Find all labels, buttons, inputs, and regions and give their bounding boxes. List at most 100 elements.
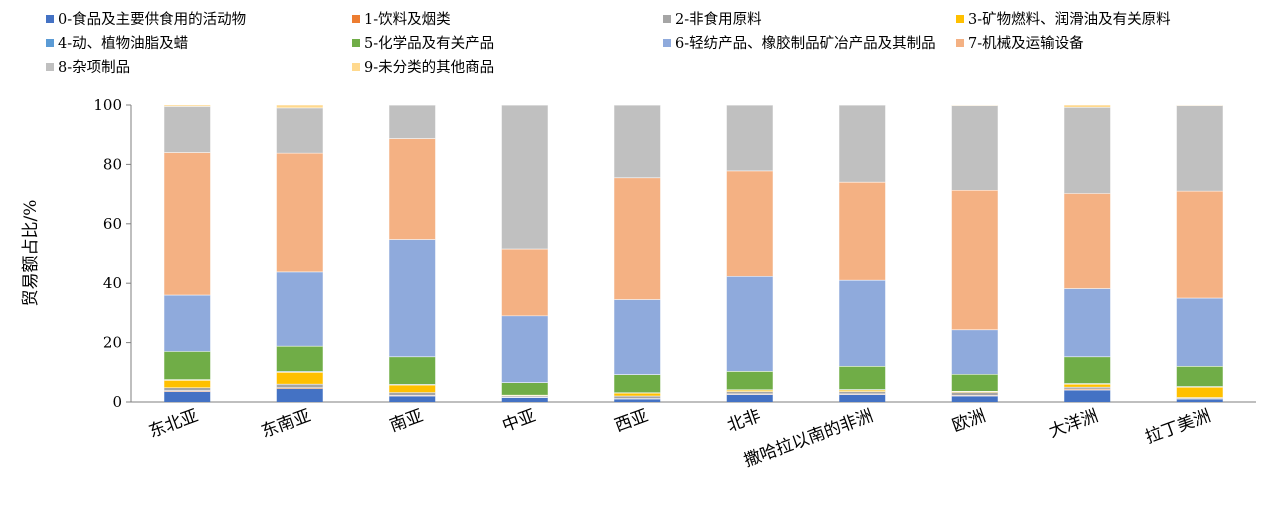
x-tick-label: 拉丁美洲: [1143, 406, 1214, 448]
legend-label: 0-食品及主要供食用的活动物: [58, 12, 247, 28]
bar-segment: [164, 390, 211, 392]
bar-segment: [726, 105, 773, 171]
bar-segment: [389, 396, 436, 402]
bar-segment: [1064, 107, 1111, 194]
bar-segment: [276, 271, 323, 347]
bar-segment: [276, 387, 323, 389]
bar-segment: [501, 397, 548, 402]
bar-segment: [951, 392, 998, 396]
bar-segment: [501, 382, 548, 396]
legend-swatch: [663, 14, 671, 23]
y-tick-label: 0: [112, 393, 122, 411]
legend-item: 6-轻纺产品、橡胶制品矿冶产品及其制品: [663, 32, 936, 53]
legend-item: 7-机械及运输设备: [956, 32, 1084, 53]
bar-segment: [389, 356, 436, 385]
x-tick-label: 撒哈拉以南的非洲: [741, 406, 876, 471]
legend-item: 0-食品及主要供食用的活动物: [46, 8, 246, 29]
bar-segment: [276, 346, 323, 372]
x-tick-label: 南亚: [387, 406, 426, 436]
legend-item: 8-杂项制品: [46, 56, 130, 77]
bar-segment: [1176, 387, 1223, 398]
bar-segment: [839, 394, 886, 402]
legend-label: 5-化学品及有关产品: [364, 36, 495, 52]
legend-swatch: [956, 14, 964, 23]
bar-segment: [1176, 366, 1223, 387]
legend-item: 9-未分类的其他商品: [352, 56, 494, 77]
bars: [164, 104, 1223, 402]
bar-segment: [1064, 384, 1111, 388]
y-axis: 0 20 40 60 80 100: [93, 96, 132, 411]
x-tick-label: 北非: [725, 406, 764, 436]
bar-segment: [389, 392, 436, 396]
bar-segment: [389, 239, 436, 357]
y-tick-label: 20: [103, 334, 122, 352]
x-tick-label: 东南亚: [259, 406, 314, 442]
bar-segment: [839, 105, 886, 183]
bar-segment: [726, 371, 773, 390]
legend-label: 1-饮料及烟类: [364, 12, 451, 28]
bar-segment: [1064, 193, 1111, 289]
bar-segment: [276, 153, 323, 272]
legend-swatch: [663, 38, 671, 47]
bar-segment: [614, 177, 661, 300]
bar-segment: [839, 390, 886, 392]
bar-segment: [1064, 389, 1111, 391]
bar-segment: [951, 190, 998, 330]
legend-item: 2-非食用原料: [663, 8, 762, 29]
bar-segment: [501, 105, 548, 250]
legend-label: 3-矿物燃料、润滑油及有关原料: [968, 12, 1171, 28]
legend-swatch: [46, 62, 54, 71]
bar-segment: [276, 107, 323, 154]
bar-segment: [164, 391, 211, 402]
bar-segment: [839, 391, 886, 394]
x-tick-label: 欧洲: [950, 406, 989, 436]
legend-swatch: [352, 14, 360, 23]
bar-segment: [1064, 288, 1111, 357]
legend-swatch: [46, 38, 54, 47]
bar-segment: [276, 384, 323, 388]
bar-segment: [164, 106, 211, 153]
bar-segment: [389, 385, 436, 393]
legend-swatch: [46, 14, 54, 23]
legend-item: 5-化学品及有关产品: [352, 32, 494, 53]
x-tick-label: 东北亚: [146, 406, 201, 442]
bar-segment: [614, 299, 661, 375]
bar-segment: [614, 399, 661, 402]
bar-segment: [501, 396, 548, 398]
y-tick-label: 100: [93, 96, 122, 114]
bar-segment: [276, 371, 323, 373]
bar-segment: [164, 295, 211, 352]
bar-segment: [1176, 298, 1223, 367]
bar-segment: [614, 105, 661, 178]
legend-label: 8-杂项制品: [58, 60, 131, 76]
bar-segment: [276, 372, 323, 385]
bar-segment: [1064, 390, 1111, 402]
legend-swatch: [352, 62, 360, 71]
bar-segment: [276, 388, 323, 402]
bar-segment: [614, 374, 661, 393]
bar-segment: [1064, 105, 1111, 108]
bar-segment: [839, 280, 886, 367]
bar-segment: [164, 105, 211, 107]
x-tick-label: 大洋洲: [1046, 406, 1101, 442]
legend-swatch: [352, 38, 360, 47]
bar-segment: [726, 170, 773, 277]
bar-segment: [164, 387, 211, 391]
y-axis-title: 贸易额占比/%: [21, 200, 41, 307]
bar-segment: [1176, 397, 1223, 399]
bar-segment: [839, 366, 886, 390]
bar-segment: [726, 394, 773, 402]
y-tick-label: 60: [103, 215, 122, 233]
bar-segment: [276, 105, 323, 108]
bar-segment: [164, 351, 211, 380]
bar-segment: [164, 152, 211, 296]
bar-segment: [164, 380, 211, 388]
bar-segment: [614, 396, 661, 399]
legend-label: 4-动、植物油脂及蜡: [58, 36, 189, 52]
bar-segment: [951, 105, 998, 191]
bar-segment: [389, 138, 436, 240]
bar-segment: [501, 315, 548, 383]
bar-segment: [726, 276, 773, 372]
bar-segment: [951, 396, 998, 402]
